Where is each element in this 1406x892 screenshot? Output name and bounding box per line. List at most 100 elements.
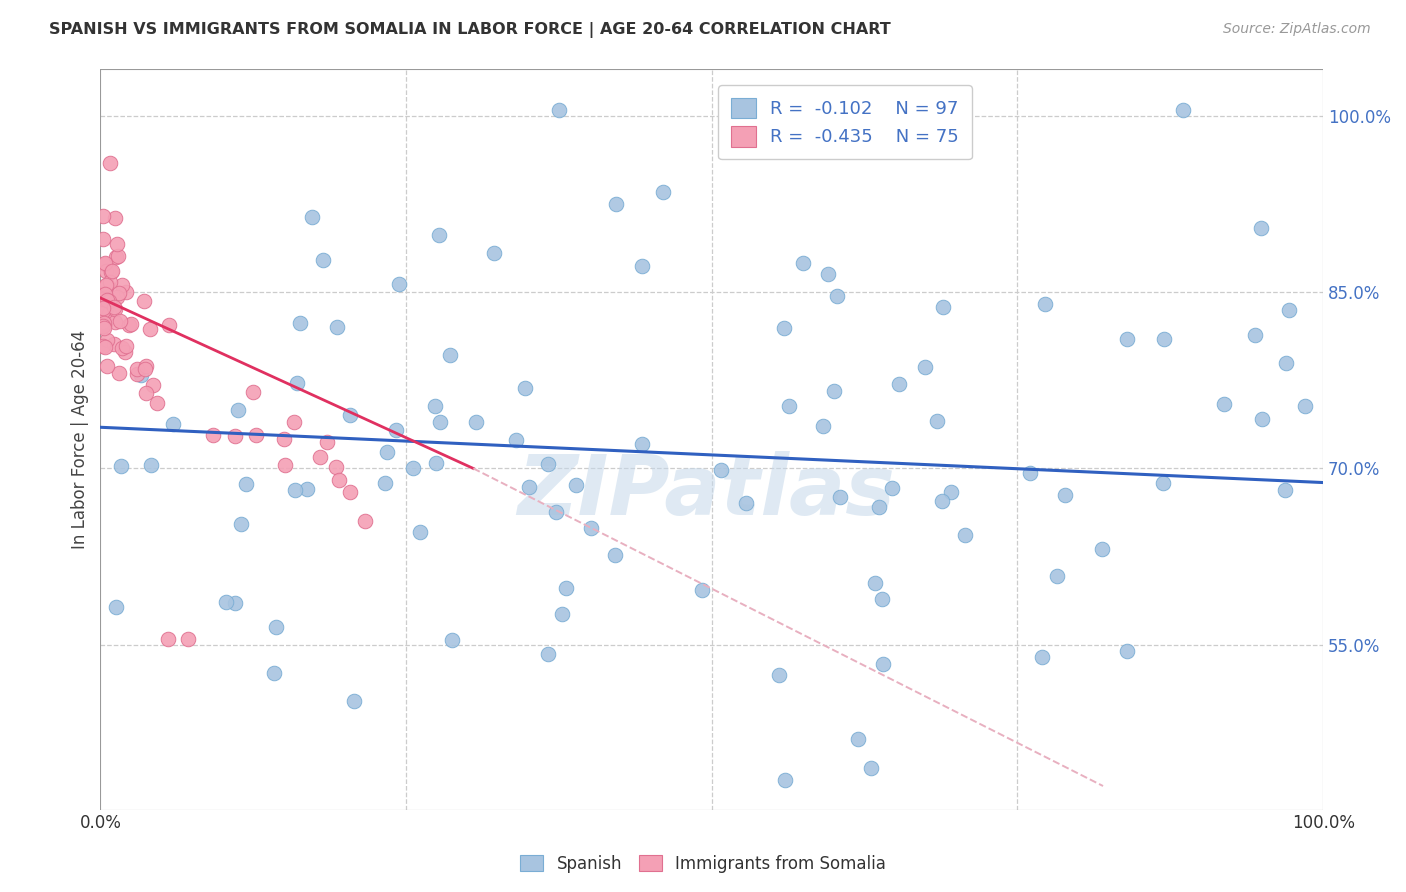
- Point: [339, 484, 361, 499]
- Point: [343, 694, 366, 708]
- Point: [141, 458, 163, 472]
- Point: [125, 367, 148, 381]
- Point: [91, 209, 114, 223]
- Point: [91, 339, 114, 353]
- Point: [630, 437, 652, 451]
- Point: [290, 317, 312, 331]
- Point: [939, 485, 962, 500]
- Point: [157, 318, 180, 332]
- Point: [93, 256, 115, 270]
- Text: SPANISH VS IMMIGRANTS FROM SOMALIA IN LABOR FORCE | AGE 20-64 CORRELATION CHART: SPANISH VS IMMIGRANTS FROM SOMALIA IN LA…: [49, 22, 891, 38]
- Point: [273, 432, 295, 446]
- Point: [134, 361, 156, 376]
- Point: [287, 376, 309, 391]
- Point: [953, 528, 976, 542]
- Point: [110, 458, 132, 473]
- Point: [605, 197, 627, 211]
- Point: [778, 399, 800, 413]
- Point: [312, 252, 335, 267]
- Point: [135, 386, 157, 401]
- Point: [96, 293, 118, 307]
- Point: [1091, 542, 1114, 557]
- Point: [1152, 475, 1174, 490]
- Point: [94, 264, 117, 278]
- Point: [94, 277, 117, 292]
- Point: [792, 255, 814, 269]
- Point: [177, 632, 200, 646]
- Point: [108, 366, 131, 380]
- Point: [215, 595, 238, 609]
- Text: Source: ZipAtlas.com: Source: ZipAtlas.com: [1223, 22, 1371, 37]
- Point: [811, 419, 834, 434]
- Point: [325, 459, 347, 474]
- Point: [772, 321, 794, 335]
- Point: [464, 415, 486, 429]
- Point: [773, 773, 796, 788]
- Point: [104, 315, 127, 329]
- Point: [118, 318, 141, 333]
- Point: [96, 333, 118, 347]
- Point: [242, 384, 264, 399]
- Point: [579, 521, 602, 535]
- Point: [931, 494, 953, 508]
- Point: [1250, 220, 1272, 235]
- Point: [1116, 644, 1139, 658]
- Point: [93, 316, 115, 330]
- Point: [91, 314, 114, 328]
- Point: [513, 381, 536, 395]
- Point: [105, 290, 128, 304]
- Point: [880, 481, 903, 495]
- Point: [139, 322, 162, 336]
- Point: [828, 491, 851, 505]
- Point: [388, 277, 411, 291]
- Point: [111, 278, 134, 293]
- Point: [91, 232, 114, 246]
- Point: [1275, 355, 1298, 369]
- Point: [402, 460, 425, 475]
- Point: [156, 632, 179, 646]
- Point: [817, 268, 839, 282]
- Point: [105, 236, 128, 251]
- Point: [1171, 103, 1194, 117]
- Point: [316, 434, 339, 449]
- Point: [408, 524, 430, 539]
- Point: [284, 483, 307, 497]
- Point: [114, 344, 136, 359]
- Point: [202, 427, 225, 442]
- Point: [441, 632, 464, 647]
- Point: [651, 185, 673, 199]
- Point: [427, 227, 450, 242]
- Point: [326, 320, 349, 334]
- Point: [1274, 483, 1296, 497]
- Point: [245, 428, 267, 442]
- Point: [544, 505, 567, 519]
- Text: ZIPatlas: ZIPatlas: [516, 451, 894, 533]
- Point: [339, 408, 361, 422]
- Point: [1153, 332, 1175, 346]
- Point: [132, 294, 155, 309]
- Point: [226, 403, 249, 417]
- Point: [309, 450, 332, 464]
- Point: [229, 516, 252, 531]
- Point: [283, 415, 305, 429]
- Point: [1251, 412, 1274, 426]
- Point: [264, 620, 287, 634]
- Legend: R =  -0.102    N = 97, R =  -0.435    N = 75: R = -0.102 N = 97, R = -0.435 N = 75: [718, 85, 972, 159]
- Point: [100, 265, 122, 279]
- Point: [94, 301, 117, 315]
- Point: [115, 285, 138, 299]
- Point: [603, 548, 626, 562]
- Point: [103, 300, 125, 314]
- Point: [872, 591, 894, 606]
- Point: [107, 249, 129, 263]
- Point: [548, 103, 571, 117]
- Point: [263, 665, 285, 680]
- Point: [142, 377, 165, 392]
- Point: [91, 304, 114, 318]
- Point: [127, 361, 149, 376]
- Point: [91, 290, 114, 304]
- Point: [101, 264, 124, 278]
- Point: [374, 476, 396, 491]
- Point: [135, 359, 157, 373]
- Point: [859, 761, 882, 775]
